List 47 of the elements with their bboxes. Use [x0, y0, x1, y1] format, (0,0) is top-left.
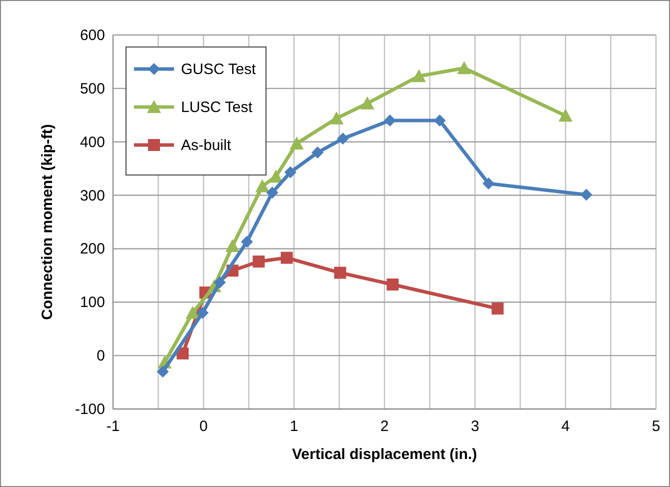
- point: [225, 239, 240, 252]
- point: [312, 146, 324, 159]
- y-tick-label: 200: [80, 240, 105, 258]
- point: [412, 69, 426, 82]
- point: [252, 256, 265, 268]
- point: [580, 188, 592, 201]
- point: [360, 96, 374, 110]
- point: [196, 306, 209, 319]
- point: [386, 278, 399, 291]
- point: [330, 111, 344, 124]
- point: [336, 132, 349, 145]
- point: [240, 236, 253, 248]
- x-tick-label: 1: [290, 418, 298, 435]
- point: [434, 114, 446, 126]
- y-tick-label: 400: [80, 134, 105, 151]
- y-tick-label: 100: [80, 294, 105, 312]
- point: [284, 166, 296, 178]
- y-tick-label: -100: [74, 401, 105, 418]
- x-tick-label: 2: [380, 418, 389, 435]
- x-axis-title: Vertical displacement (in.): [292, 446, 478, 463]
- point: [290, 136, 304, 150]
- point: [255, 179, 270, 192]
- point: [457, 61, 472, 74]
- point: [186, 306, 200, 319]
- point: [334, 266, 346, 279]
- x-tick-label: -1: [106, 418, 120, 435]
- legend-label: As-built: [181, 137, 232, 154]
- x-tick-label: 0: [199, 418, 208, 435]
- y-axis-title: Connection moment (kip-ft): [39, 124, 56, 320]
- legend-label: LUSC Test: [181, 99, 254, 116]
- point: [384, 114, 396, 126]
- point: [482, 178, 495, 190]
- point: [214, 276, 226, 288]
- x-tick-label: 5: [652, 418, 660, 435]
- point: [558, 108, 572, 122]
- point: [492, 302, 504, 315]
- point: [156, 366, 169, 378]
- y-tick-label: 0: [96, 348, 105, 365]
- point: [280, 252, 293, 264]
- y-tick-label: 600: [80, 27, 105, 44]
- y-tick-label: 300: [80, 187, 105, 204]
- legend-label: GUSC Test: [181, 61, 257, 78]
- point: [266, 186, 278, 199]
- y-tick-label: 500: [80, 80, 105, 98]
- x-tick-label: 3: [470, 418, 480, 435]
- x-tick-label: 4: [561, 418, 570, 435]
- point: [268, 170, 283, 183]
